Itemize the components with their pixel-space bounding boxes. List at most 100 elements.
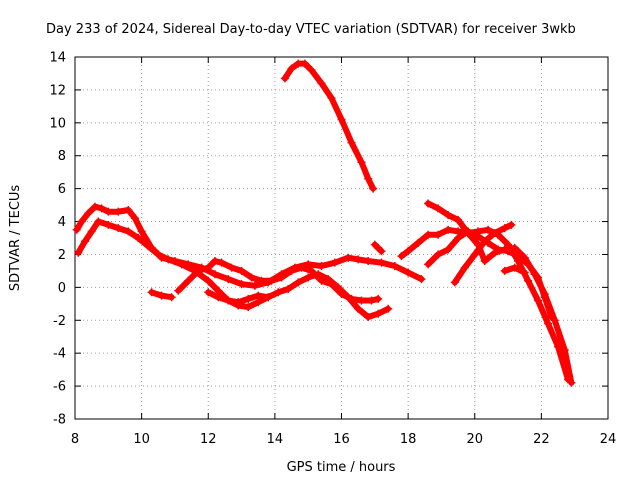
data-point (287, 64, 296, 73)
data-point (454, 215, 463, 224)
data-point (470, 250, 479, 259)
data-point (317, 261, 326, 270)
data-point (280, 74, 289, 83)
data-point (544, 319, 553, 328)
data-point (72, 225, 81, 234)
data-point (247, 273, 256, 282)
data-point (177, 260, 186, 269)
series-line (398, 226, 571, 383)
data-point (507, 220, 516, 229)
data-point (484, 225, 493, 234)
data-point (397, 252, 406, 261)
data-point (344, 253, 353, 262)
data-point (304, 273, 313, 282)
data-point (540, 293, 549, 302)
data-point (567, 378, 576, 387)
series-line (425, 228, 555, 320)
data-point (480, 237, 489, 246)
data-point (434, 250, 443, 259)
data-point (114, 207, 123, 216)
data-point (287, 266, 296, 275)
data-point (337, 115, 346, 124)
x-tick-label: 22 (533, 432, 550, 447)
series-line (281, 60, 377, 192)
data-point (354, 255, 363, 264)
data-point (204, 288, 213, 297)
data-point (384, 304, 393, 313)
data-point (327, 94, 336, 103)
data-point (250, 281, 259, 290)
data-point (510, 263, 519, 272)
x-axis-title: GPS time / hours (287, 460, 396, 475)
data-series (72, 59, 576, 387)
data-point (330, 258, 339, 267)
data-point (134, 234, 143, 242)
x-tick-label: 16 (333, 432, 350, 447)
data-point (130, 214, 139, 223)
data-point (217, 258, 226, 267)
data-point (337, 289, 346, 298)
series-track-7 (370, 240, 386, 256)
data-point (490, 229, 499, 238)
y-tick-label: -6 (53, 380, 66, 395)
x-tick-label: 12 (200, 432, 217, 447)
data-point (520, 268, 529, 277)
data-point (404, 247, 413, 256)
data-point (434, 204, 443, 213)
data-point (424, 230, 433, 239)
data-point (357, 296, 366, 305)
y-axis-title: SDTVAR / TECUs (8, 185, 23, 292)
data-point (154, 250, 163, 259)
data-point (294, 278, 303, 287)
x-tick-label: 14 (267, 432, 284, 447)
data-point (414, 238, 423, 247)
data-point (347, 294, 356, 303)
data-point (254, 291, 263, 300)
data-point (424, 199, 433, 208)
data-point (317, 79, 326, 88)
data-point (214, 293, 223, 302)
data-point (90, 202, 99, 211)
data-point (224, 275, 233, 284)
y-tick-label: 12 (49, 83, 66, 98)
data-point (357, 158, 366, 167)
data-point (167, 293, 176, 302)
data-point (94, 217, 103, 226)
data-point (444, 210, 453, 219)
data-point (417, 275, 426, 284)
data-point (424, 260, 433, 269)
y-tick-label: -2 (53, 314, 66, 329)
data-point (257, 276, 266, 285)
data-point (234, 298, 243, 307)
y-tick-label: 6 (58, 182, 66, 197)
data-point (174, 286, 183, 295)
data-point (504, 247, 513, 256)
data-point (267, 276, 276, 285)
data-point (444, 245, 453, 254)
y-tick-label: 8 (58, 149, 66, 164)
data-point (364, 312, 373, 321)
data-point (297, 263, 306, 272)
data-point (500, 266, 509, 275)
data-point (244, 294, 253, 303)
data-point (500, 224, 509, 233)
data-point (74, 248, 83, 257)
data-point (444, 225, 453, 234)
data-point (514, 252, 523, 261)
data-point (494, 245, 503, 254)
data-point (124, 206, 133, 215)
data-point (374, 294, 383, 303)
data-point (227, 263, 236, 272)
x-tick-label: 18 (400, 432, 417, 447)
data-point (210, 257, 219, 266)
data-point (204, 263, 213, 272)
data-point (237, 266, 246, 275)
series-line (371, 241, 385, 255)
data-point (300, 59, 309, 68)
data-point (474, 232, 483, 241)
series-track-3 (147, 288, 176, 302)
y-tick-label: 0 (58, 281, 66, 296)
data-point (87, 227, 96, 236)
